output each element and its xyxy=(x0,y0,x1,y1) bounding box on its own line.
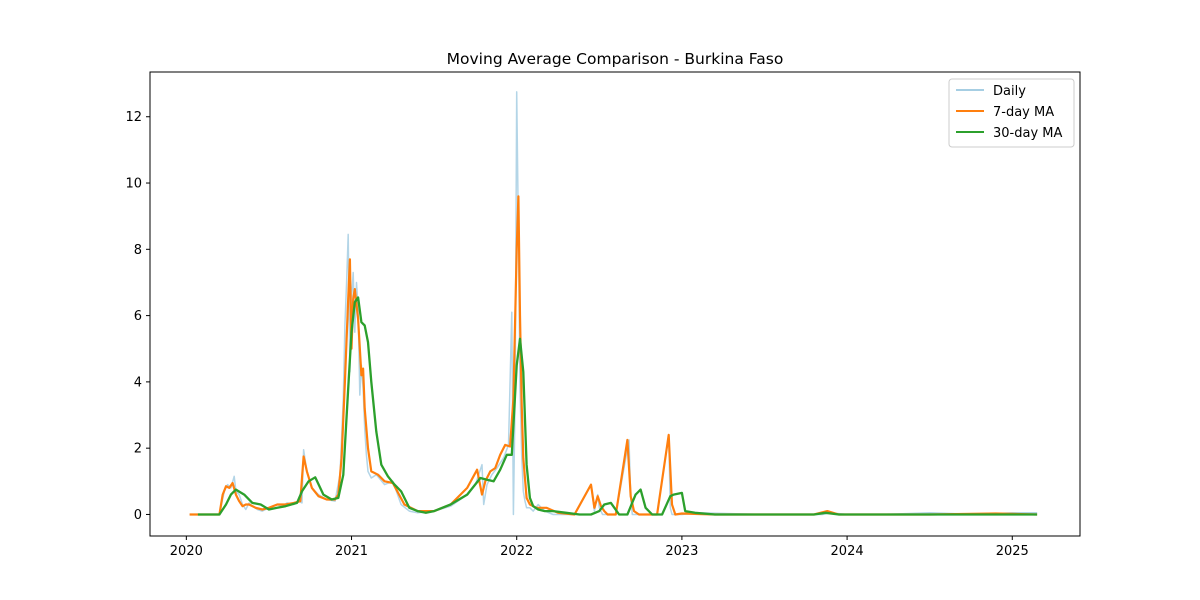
x-tick-label: 2023 xyxy=(665,544,698,559)
plot-frame xyxy=(149,71,1081,537)
y-tick-label: 0 xyxy=(134,508,142,523)
x-tick-label: 2022 xyxy=(500,544,533,559)
legend-label-7-day-ma: 7-day MA xyxy=(993,105,1054,120)
legend-box xyxy=(948,78,1075,148)
y-tick-label: 12 xyxy=(125,110,142,125)
x-tick-label: 2024 xyxy=(831,544,864,559)
legend-label-30-day-ma: 30-day MA xyxy=(993,126,1062,141)
series-line-7-day-ma xyxy=(189,195,1038,516)
y-tick-label: 6 xyxy=(134,309,142,324)
y-tick-label: 8 xyxy=(134,243,142,258)
series-line-30-day-ma xyxy=(197,296,1038,516)
x-axis: 2020 2021 2022 2023 2024 2025 xyxy=(170,536,1029,559)
chart-title: Moving Average Comparison - Burkina Faso xyxy=(447,50,784,68)
plot-area xyxy=(149,71,1081,537)
x-tick-label: 2021 xyxy=(335,544,368,559)
legend: Daily 7-day MA 30-day MA xyxy=(948,78,1075,148)
legend-label-daily: Daily xyxy=(993,84,1026,99)
x-tick-label: 2020 xyxy=(170,544,203,559)
y-tick-label: 10 xyxy=(125,177,142,192)
y-tick-label: 2 xyxy=(134,442,142,457)
y-tick-label: 4 xyxy=(134,375,142,390)
x-tick-label: 2025 xyxy=(996,544,1029,559)
y-axis: 0 2 4 6 8 10 12 xyxy=(125,110,150,523)
